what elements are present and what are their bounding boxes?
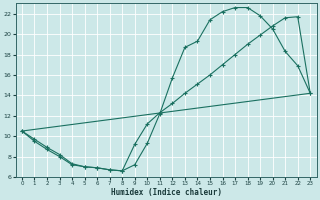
X-axis label: Humidex (Indice chaleur): Humidex (Indice chaleur) xyxy=(111,188,221,197)
